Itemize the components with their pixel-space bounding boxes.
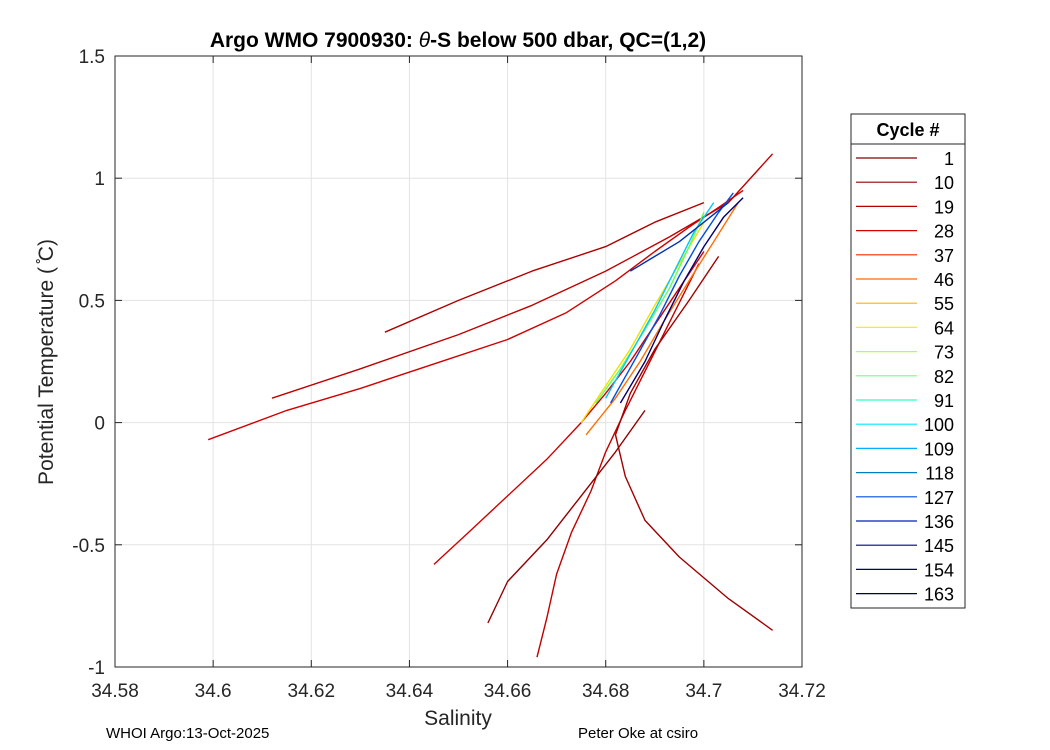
series-line-mid-cycles-yellow bbox=[580, 221, 705, 423]
y-tick-label: 0 bbox=[94, 414, 105, 435]
footer-source-date: WHOI Argo:13-Oct-2025 bbox=[106, 725, 270, 742]
series-line-deep-branch-center bbox=[536, 263, 700, 658]
x-tick-label: 34.72 bbox=[778, 681, 826, 702]
x-axis-label: Salinity bbox=[424, 707, 492, 730]
legend-entry-label: 82 bbox=[934, 367, 954, 387]
x-tick-label: 34.62 bbox=[288, 681, 336, 702]
x-tick-label: 34.64 bbox=[386, 681, 434, 702]
legend-entry-label: 127 bbox=[924, 488, 954, 508]
x-tick-label: 34.66 bbox=[484, 681, 532, 702]
series-line-top-streak bbox=[384, 201, 705, 333]
series-line-deep-branch-west bbox=[433, 251, 705, 565]
chart-title: Argo WMO 7900930: θ-S below 500 dbar, QC… bbox=[210, 29, 706, 52]
legend-entry-label: 1 bbox=[944, 149, 954, 169]
legend-box bbox=[850, 113, 966, 609]
legend-entry-label: 19 bbox=[934, 197, 954, 217]
legend-entry-label: 10 bbox=[934, 173, 954, 193]
x-tick-label: 34.68 bbox=[582, 681, 630, 702]
legend-entry-label: 28 bbox=[934, 222, 954, 242]
legend-entry-label: 154 bbox=[924, 560, 954, 580]
series-line-late-cycles-navy bbox=[619, 197, 744, 404]
series-line-late-cycles-top-spread bbox=[629, 202, 729, 272]
series-line-mid-cycles-orange bbox=[585, 202, 739, 436]
plot-area-frame bbox=[114, 55, 803, 668]
legend: Cycle # 1 10 19 28 37 46 55 64 73 82 91 100 109 118 12… bbox=[850, 113, 966, 609]
legend-entry-label: 136 bbox=[924, 512, 954, 532]
y-tick-label: -0.5 bbox=[72, 536, 105, 557]
series-line-deep-branch-east bbox=[614, 256, 774, 631]
series-line-upper-branch bbox=[271, 153, 774, 399]
legend-entry-label: 163 bbox=[924, 585, 954, 605]
axis-ticks: 34.58 34.6 34.62 34.64 34.66 34.68 34.7 34.72 -1… bbox=[72, 47, 826, 702]
y-tick-label: 0.5 bbox=[79, 291, 105, 312]
legend-entry-label: 55 bbox=[934, 294, 954, 314]
legend-entry-label: 37 bbox=[934, 246, 954, 266]
series-line-mid-cycles-green bbox=[595, 212, 705, 404]
y-tick-label: 1.5 bbox=[79, 47, 105, 68]
legend-title: Cycle # bbox=[876, 120, 939, 140]
legend-entry-label: 109 bbox=[924, 439, 954, 459]
legend-entry-label: 73 bbox=[934, 343, 954, 363]
series-line-late-cycles-blue bbox=[609, 192, 734, 404]
data-series bbox=[207, 153, 774, 658]
y-tick-label: 1 bbox=[94, 169, 105, 190]
series-line-deep-branch-southwest bbox=[487, 409, 646, 624]
legend-entry-label: 64 bbox=[934, 318, 954, 338]
legend-entry-label: 118 bbox=[925, 464, 954, 484]
x-tick-label: 34.6 bbox=[195, 681, 232, 702]
legend-entry-label: 100 bbox=[924, 415, 954, 435]
series-line-early-cycles-fan bbox=[207, 189, 744, 441]
footer-author: Peter Oke at csiro bbox=[578, 725, 699, 742]
legend-entry-label: 91 bbox=[934, 391, 954, 411]
y-axis-label: Potential Temperature ( ̊C) bbox=[35, 239, 58, 485]
x-tick-label: 34.7 bbox=[685, 681, 722, 702]
grid-lines bbox=[115, 56, 802, 667]
legend-entry-label: 46 bbox=[934, 270, 954, 290]
legend-entry-label: 145 bbox=[924, 536, 954, 556]
x-tick-label: 34.58 bbox=[91, 681, 139, 702]
y-tick-label: -1 bbox=[88, 658, 105, 679]
